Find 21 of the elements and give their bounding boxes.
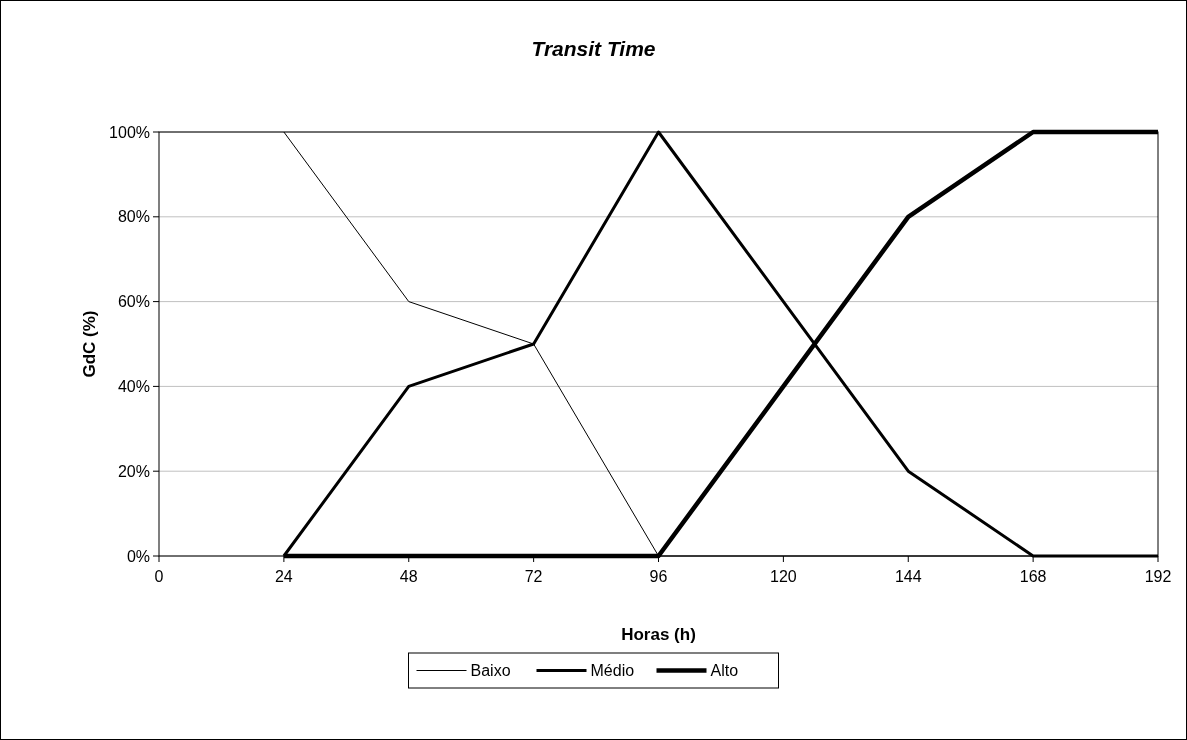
- x-tick-label: 48: [399, 568, 418, 585]
- legend-label: Baixo: [470, 662, 511, 680]
- y-tick-label: 100%: [109, 123, 150, 141]
- x-tick-label: 0: [154, 568, 164, 585]
- y-tick-label: 80%: [117, 208, 150, 226]
- x-tick-label: 24: [274, 568, 293, 585]
- y-axis-title: GdC (%): [80, 310, 99, 378]
- x-tick-label: 96: [649, 568, 668, 585]
- y-tick-label: 20%: [117, 462, 150, 480]
- x-tick-label: 72: [524, 568, 543, 585]
- legend-label: Alto: [710, 662, 739, 680]
- y-tick-label: 40%: [117, 378, 150, 395]
- x-axis-title: Horas (h): [621, 625, 696, 644]
- chart-title: Transit Time: [531, 37, 656, 60]
- legend-label: Médio: [590, 662, 635, 680]
- y-tick-label: 60%: [117, 293, 150, 311]
- x-tick-label: 144: [894, 568, 922, 585]
- x-tick-label: 168: [1019, 568, 1047, 585]
- y-tick-label: 0%: [126, 547, 150, 565]
- x-tick-label: 120: [770, 568, 797, 585]
- x-tick-label: 192: [1144, 568, 1172, 585]
